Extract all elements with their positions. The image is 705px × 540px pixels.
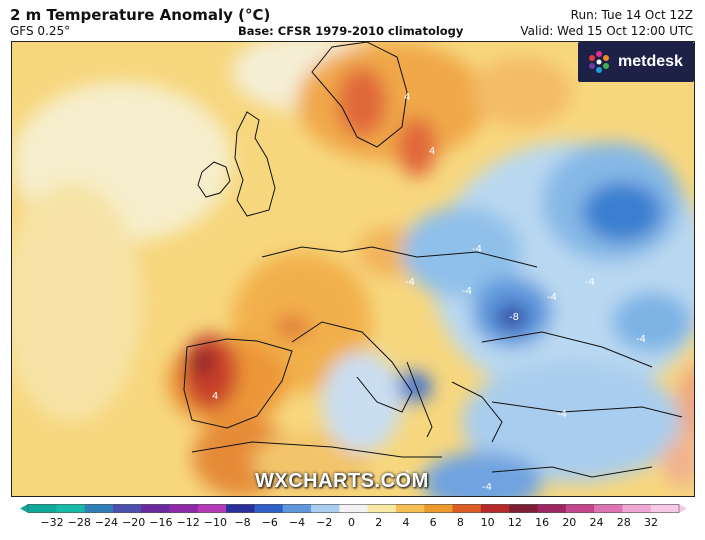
colorbar-segment bbox=[197, 504, 227, 513]
colorbar-tick-label: −24 bbox=[94, 516, 119, 529]
colorbar-tick-label: 16 bbox=[535, 516, 550, 529]
map-canvas: 4 4 -4 -4 -4 -4 -4 -8 -4 4 -4 -4 -4 bbox=[12, 42, 694, 496]
contour-label: -4 bbox=[405, 277, 415, 288]
colorbar-segment bbox=[311, 504, 340, 513]
run-time-label: Run: Tue 14 Oct 12Z bbox=[570, 8, 693, 22]
temperature-anomaly-map: 4 4 -4 -4 -4 -4 -4 -8 -4 4 -4 -4 -4 bbox=[11, 41, 695, 497]
contour-label: -4 bbox=[636, 334, 646, 345]
anomaly-field bbox=[12, 42, 694, 496]
map-title: 2 m Temperature Anomaly (°C) bbox=[10, 6, 271, 24]
colorbar-tick-label: 24 bbox=[589, 516, 604, 529]
colorbar-tick-label: 6 bbox=[429, 516, 437, 529]
contour-label: 4 bbox=[212, 391, 218, 402]
colorbar-segment bbox=[339, 504, 369, 513]
colorbar-segment bbox=[226, 504, 255, 513]
colorbar-tick-label: −32 bbox=[40, 516, 64, 529]
colorbar-segment bbox=[84, 504, 114, 513]
colorbar-segment bbox=[622, 504, 652, 513]
colorbar-segment bbox=[565, 504, 595, 513]
colorbar-segment bbox=[141, 504, 171, 513]
colorbar-segment bbox=[112, 504, 142, 513]
colorbar-segment bbox=[509, 504, 538, 513]
valid-time-label: Valid: Wed 15 Oct 12:00 UTC bbox=[520, 24, 693, 38]
colorbar-min-arrow bbox=[20, 504, 28, 513]
colorbar-segment bbox=[282, 504, 312, 513]
metdesk-logo: metdesk bbox=[578, 42, 694, 82]
colorbar-tick-label: −6 bbox=[261, 516, 278, 529]
colorbar-tick-label: −10 bbox=[203, 516, 227, 529]
colorbar-tick-label: −20 bbox=[122, 516, 146, 529]
colorbar-segment bbox=[594, 504, 623, 513]
contour-label: -4 bbox=[557, 409, 567, 420]
colorbar-tick-label: 28 bbox=[616, 516, 631, 529]
colorbar-tick-label: −16 bbox=[149, 516, 173, 529]
colorbar-segment bbox=[28, 504, 57, 513]
colorbar bbox=[20, 504, 687, 513]
colorbar-tick-label: 4 bbox=[402, 516, 410, 529]
colorbar-max-arrow bbox=[679, 504, 687, 513]
colorbar-segment bbox=[650, 504, 680, 513]
contour-label: -4 bbox=[472, 244, 482, 255]
colorbar-tick-label: −12 bbox=[176, 516, 200, 529]
colorbar-tick-label: 8 bbox=[456, 516, 464, 529]
colorbar-segment bbox=[56, 504, 86, 513]
colorbar-segment bbox=[480, 504, 510, 513]
contour-label: -4 bbox=[400, 469, 410, 480]
colorbar-segment bbox=[169, 504, 199, 513]
colorbar-tick-label: −28 bbox=[67, 516, 91, 529]
colorbar-segment bbox=[424, 504, 454, 513]
contour-label: -4 bbox=[462, 286, 472, 297]
coastlines bbox=[183, 42, 683, 478]
colorbar-segment bbox=[367, 504, 397, 513]
colorbar-tick-label: 10 bbox=[480, 516, 495, 529]
colorbar-segment bbox=[395, 504, 425, 513]
metdesk-pinwheel-icon bbox=[589, 51, 609, 73]
wxcharts-watermark: WXCHARTS.COM bbox=[255, 470, 429, 492]
colorbar-tick-label: −4 bbox=[288, 516, 306, 529]
colorbar-tick-label: −2 bbox=[316, 516, 333, 529]
colorbar-tick-label: −8 bbox=[234, 516, 251, 529]
contour-label: 4 bbox=[404, 92, 410, 103]
model-label: GFS 0.25° bbox=[10, 24, 71, 38]
colorbar-tick-label: 2 bbox=[375, 516, 383, 529]
contour-label: -4 bbox=[482, 482, 492, 493]
colorbar-segment bbox=[254, 504, 284, 513]
contour-label: -4 bbox=[585, 277, 595, 288]
colorbar-tick-label: 0 bbox=[348, 516, 355, 529]
base-climatology-label: Base: CFSR 1979-2010 climatology bbox=[238, 24, 464, 38]
metdesk-logo-text: metdesk bbox=[618, 53, 683, 70]
colorbar-tick-label: 12 bbox=[507, 516, 522, 529]
colorbar-segment bbox=[537, 504, 567, 513]
contour-label: -4 bbox=[547, 292, 557, 303]
contour-labels: 4 4 -4 -4 -4 -4 -4 -8 -4 4 -4 -4 -4 bbox=[212, 92, 646, 493]
contour-label: 4 bbox=[429, 146, 435, 157]
contour-label: -8 bbox=[509, 312, 519, 323]
colorbar-tick-label: 20 bbox=[562, 516, 577, 529]
colorbar-segment bbox=[452, 504, 482, 513]
colorbar-tick-label: 32 bbox=[644, 516, 658, 529]
